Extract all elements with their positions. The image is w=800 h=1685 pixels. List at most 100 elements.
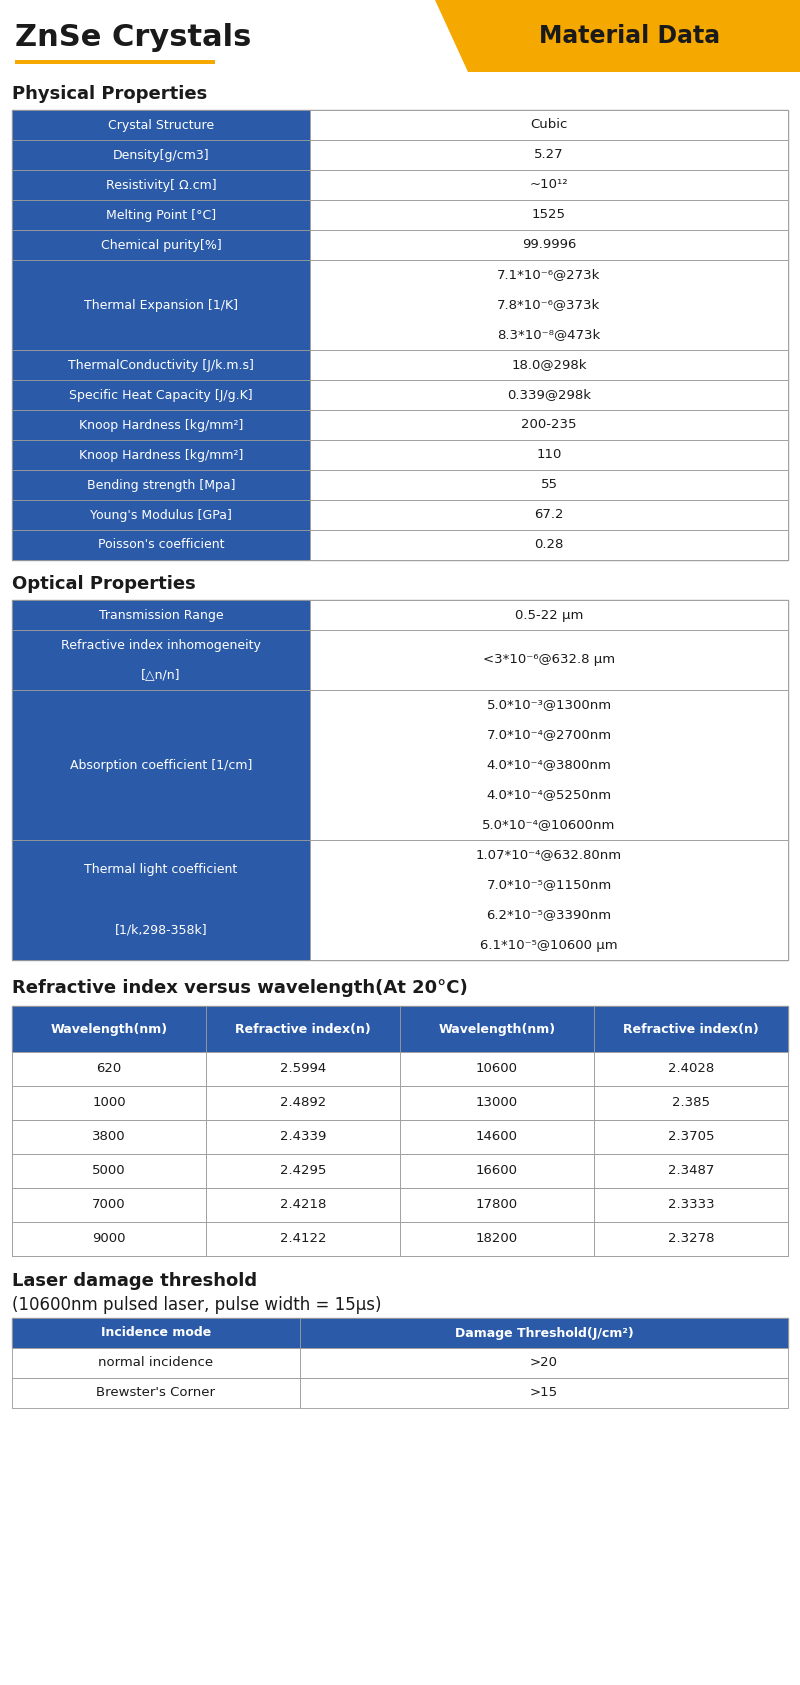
Bar [400,1188,594,1222]
Bar [310,201,788,229]
Text: 2.3487: 2.3487 [668,1164,714,1178]
Text: 0.5-22 μm: 0.5-22 μm [515,608,583,622]
Bar [12,1222,788,1255]
Text: Specific Heat Capacity [J/g.K]: Specific Heat Capacity [J/g.K] [69,389,253,401]
Text: 17800: 17800 [476,1198,518,1212]
Text: Knoop Hardness [kg/mm²]: Knoop Hardness [kg/mm²] [79,448,243,462]
Text: Chemical purity[%]: Chemical purity[%] [101,239,222,251]
Bar [12,1188,788,1222]
Text: 7.0*10⁻⁵@1150nm: 7.0*10⁻⁵@1150nm [486,878,612,891]
Text: 14600: 14600 [476,1131,518,1144]
Bar [310,689,788,841]
Text: Incidence mode: Incidence mode [101,1326,211,1340]
Text: 5.0*10⁻⁴@10600nm: 5.0*10⁻⁴@10600nm [482,819,616,831]
Bar [12,630,310,689]
Text: 7.1*10⁻⁶@273k: 7.1*10⁻⁶@273k [498,268,601,281]
Text: Refractive index inhomogeneity: Refractive index inhomogeneity [61,639,261,652]
Bar [594,1222,788,1255]
Bar [594,1121,788,1154]
Bar [12,1006,206,1051]
Text: 7.0*10⁻⁴@2700nm: 7.0*10⁻⁴@2700nm [486,728,611,741]
Text: Young's Modulus [GPa]: Young's Modulus [GPa] [90,509,232,521]
Text: 2.3278: 2.3278 [668,1232,714,1245]
Bar [12,1154,206,1188]
Bar [206,1051,400,1087]
Text: 200-235: 200-235 [522,418,577,431]
Text: 2.4218: 2.4218 [280,1198,326,1212]
Bar [310,841,788,960]
Text: Transmission Range: Transmission Range [98,608,223,622]
Bar [12,170,310,201]
Text: normal incidence: normal incidence [98,1356,214,1370]
Bar [12,600,310,630]
Bar [12,1121,788,1154]
Text: <3*10⁻⁶@632.8 μm: <3*10⁻⁶@632.8 μm [483,654,615,667]
Bar [310,350,788,381]
Bar [12,600,788,960]
Bar [12,1087,788,1121]
Bar [12,409,310,440]
Bar [206,1121,400,1154]
Text: 2.5994: 2.5994 [280,1063,326,1075]
Text: 2.4122: 2.4122 [280,1232,326,1245]
Bar [12,1087,206,1121]
Text: 18200: 18200 [476,1232,518,1245]
Bar [12,1378,300,1409]
Text: Thermal light coefficient: Thermal light coefficient [84,863,238,876]
Text: Wavelength(nm): Wavelength(nm) [50,1023,167,1036]
Text: 2.3705: 2.3705 [668,1131,714,1144]
Text: 0.28: 0.28 [534,539,564,551]
Bar [206,1087,400,1121]
Bar [594,1051,788,1087]
Bar [310,170,788,201]
Bar [12,140,310,170]
Bar [594,1087,788,1121]
Bar [206,1006,400,1051]
Text: Crystal Structure: Crystal Structure [108,118,214,131]
Bar [310,110,788,140]
Text: Material Data: Material Data [539,24,721,47]
Bar [12,229,310,259]
Text: Optical Properties: Optical Properties [12,575,196,593]
Bar [12,259,310,350]
Text: Refractive index(n): Refractive index(n) [235,1023,371,1036]
Bar [12,1188,206,1222]
Text: >20: >20 [530,1356,558,1370]
Bar [400,1087,594,1121]
Bar [310,229,788,259]
Text: (10600nm pulsed laser, pulse width = 15μs): (10600nm pulsed laser, pulse width = 15μ… [12,1296,382,1314]
Text: [△n/n]: [△n/n] [142,669,181,681]
Bar [310,470,788,500]
Text: 2.4892: 2.4892 [280,1097,326,1109]
Text: Brewster's Corner: Brewster's Corner [97,1387,215,1400]
Bar [206,1222,400,1255]
Text: 2.4295: 2.4295 [280,1164,326,1178]
Text: 55: 55 [541,479,558,492]
Bar [12,1222,206,1255]
Bar [594,1188,788,1222]
Bar [12,470,310,500]
Text: 2.3333: 2.3333 [668,1198,714,1212]
Text: 1.07*10⁻⁴@632.80nm: 1.07*10⁻⁴@632.80nm [476,849,622,861]
Bar [12,1318,788,1348]
Text: 16600: 16600 [476,1164,518,1178]
Text: Melting Point [°C]: Melting Point [°C] [106,209,216,221]
Text: Laser damage threshold: Laser damage threshold [12,1272,257,1291]
Bar [12,1348,300,1378]
Bar [12,110,310,140]
Text: ThermalConductivity [J/k.m.s]: ThermalConductivity [J/k.m.s] [68,359,254,371]
Text: 4.0*10⁻⁴@3800nm: 4.0*10⁻⁴@3800nm [486,758,611,772]
Text: 2.4339: 2.4339 [280,1131,326,1144]
Text: 9000: 9000 [92,1232,126,1245]
Text: 5.27: 5.27 [534,148,564,162]
Bar [310,259,788,350]
Text: Thermal Expansion [1/K]: Thermal Expansion [1/K] [84,298,238,312]
Text: Bending strength [Mpa]: Bending strength [Mpa] [86,479,235,492]
Text: 5.0*10⁻³@1300nm: 5.0*10⁻³@1300nm [486,699,611,711]
Text: 620: 620 [96,1063,122,1075]
Text: 67.2: 67.2 [534,509,564,521]
Bar [12,1154,788,1188]
Text: Physical Properties: Physical Properties [12,84,207,103]
Text: 3800: 3800 [92,1131,126,1144]
Bar [300,1378,788,1409]
